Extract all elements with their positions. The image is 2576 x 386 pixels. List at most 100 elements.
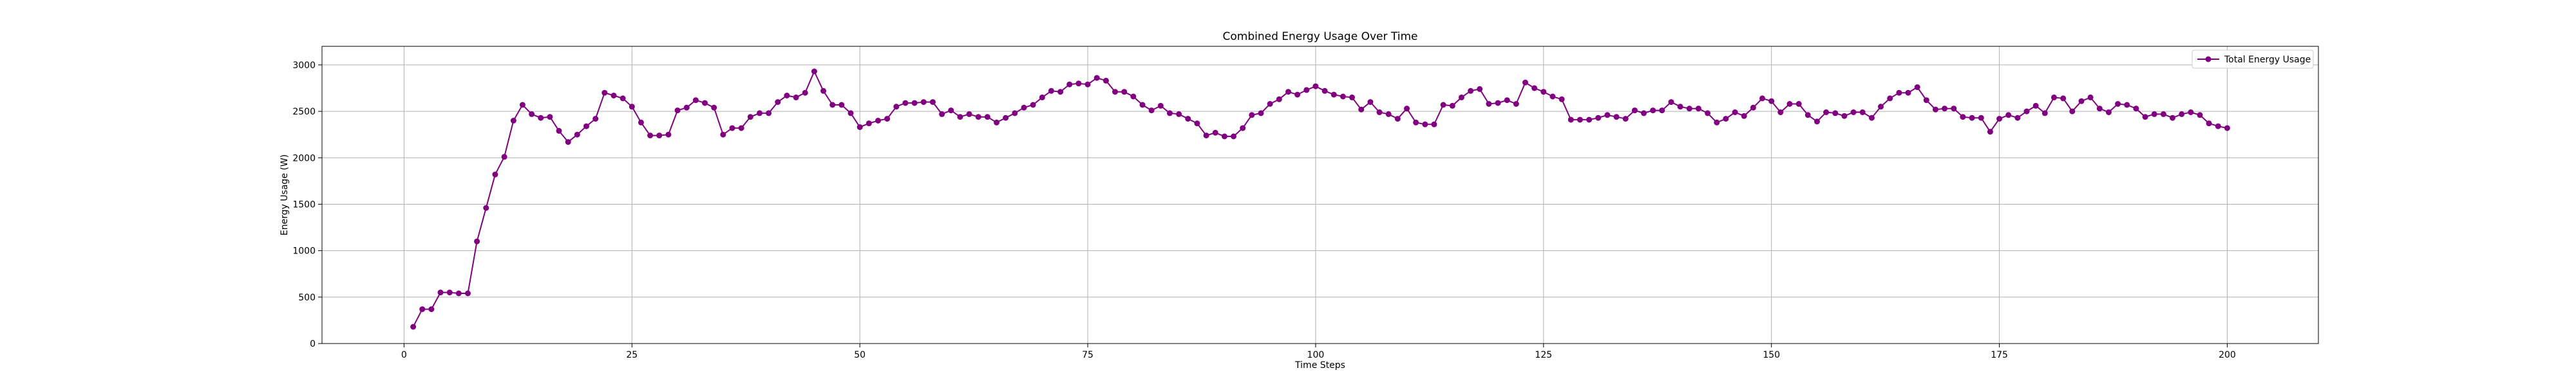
data-point	[419, 306, 426, 313]
data-point	[1641, 110, 1647, 116]
data-point	[866, 120, 872, 127]
data-point	[1513, 101, 1519, 107]
data-point	[1978, 115, 1984, 121]
legend-box	[2192, 50, 2314, 69]
data-point	[711, 104, 717, 111]
data-point	[501, 154, 507, 160]
x-tick-label: 25	[626, 350, 638, 360]
data-point	[1549, 93, 1556, 100]
data-point	[738, 125, 744, 131]
data-point	[1194, 120, 1200, 127]
data-point	[1312, 83, 1319, 89]
data-point	[574, 131, 580, 138]
data-point	[784, 93, 790, 98]
data-point	[1786, 101, 1793, 107]
data-point	[1841, 113, 1848, 119]
data-point	[766, 110, 772, 116]
data-point	[410, 324, 417, 330]
data-point	[1477, 86, 1483, 92]
data-point	[1231, 133, 1236, 140]
data-point	[1951, 106, 1957, 112]
data-point	[1422, 121, 1428, 127]
data-point	[665, 131, 672, 138]
y-tick-label: 2000	[292, 153, 316, 163]
data-point	[1321, 87, 1328, 94]
data-point	[1349, 94, 1355, 100]
data-point	[1376, 109, 1383, 115]
data-point	[1012, 110, 1018, 116]
data-point	[465, 290, 471, 297]
data-point	[793, 94, 799, 100]
data-point	[1486, 101, 1492, 107]
data-point	[1577, 116, 1583, 123]
data-point	[1586, 116, 1593, 123]
data-point	[702, 100, 708, 106]
data-point	[1166, 110, 1173, 116]
data-point	[1066, 81, 1073, 87]
y-tick-label: 3000	[292, 60, 316, 71]
data-point	[1567, 116, 1574, 123]
data-point	[1768, 98, 1775, 104]
data-point	[547, 114, 553, 120]
data-point	[2069, 108, 2076, 115]
data-point	[1048, 87, 1054, 94]
data-point	[1276, 96, 1282, 102]
data-point	[1686, 106, 1692, 112]
data-point	[1732, 109, 1738, 115]
data-point	[529, 111, 535, 117]
data-point	[957, 114, 963, 120]
data-point	[1431, 121, 1437, 127]
data-point	[775, 99, 781, 106]
data-point	[1540, 89, 1547, 95]
data-point	[1558, 96, 1565, 102]
x-tick-label: 200	[2219, 350, 2236, 360]
data-point	[2215, 123, 2221, 129]
y-tick-label: 1500	[292, 199, 316, 210]
data-point	[2151, 111, 2157, 117]
data-point	[2032, 102, 2039, 109]
data-point	[2188, 109, 2194, 115]
data-point	[1896, 89, 1902, 96]
x-tick-label: 75	[1082, 350, 1094, 360]
data-point	[857, 124, 863, 131]
data-point	[1668, 99, 1674, 106]
data-point	[556, 127, 562, 134]
data-point	[1759, 95, 1765, 102]
data-point	[428, 306, 435, 313]
data-point	[1960, 114, 1966, 120]
legend: Total Energy Usage	[2192, 50, 2314, 69]
data-point	[1057, 89, 1064, 95]
data-point	[1440, 102, 1446, 108]
data-point	[1039, 94, 1045, 100]
data-point	[510, 118, 516, 124]
data-point	[2005, 112, 2012, 118]
data-point	[1750, 104, 1756, 111]
y-tick-label: 2500	[292, 107, 316, 117]
x-axis-label: Time Steps	[1294, 360, 1345, 371]
data-point	[911, 100, 918, 106]
data-point	[1203, 133, 1209, 139]
data-point	[939, 111, 945, 117]
data-point	[1331, 91, 1337, 98]
data-point	[2142, 114, 2148, 120]
data-point	[1723, 116, 1729, 122]
data-point	[1613, 114, 1620, 120]
data-point	[2170, 115, 2175, 121]
data-point	[1868, 115, 1875, 121]
data-point	[848, 110, 854, 116]
data-point	[2133, 106, 2139, 112]
data-point	[884, 116, 891, 122]
legend-marker-icon	[2205, 56, 2211, 62]
data-point	[920, 99, 927, 106]
data-point	[1221, 133, 1227, 140]
data-point	[1887, 95, 1893, 102]
data-point	[1212, 129, 1218, 136]
y-tick-label: 1000	[292, 246, 316, 257]
data-point	[1804, 112, 1811, 118]
data-point	[820, 87, 826, 94]
data-point	[747, 114, 753, 120]
data-point	[2096, 106, 2103, 112]
data-point	[1240, 125, 1246, 131]
data-point	[829, 102, 836, 108]
data-point	[2224, 125, 2230, 131]
